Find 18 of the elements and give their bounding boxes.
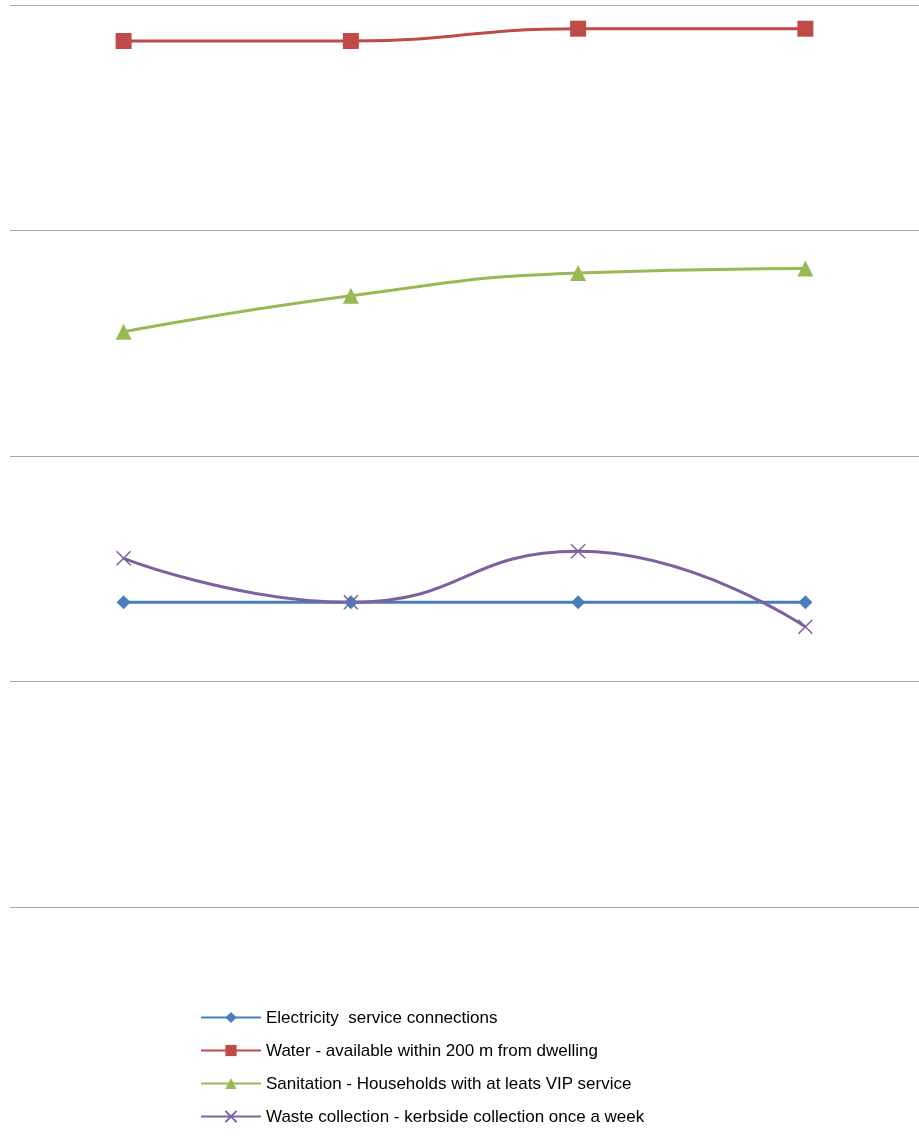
point — [570, 20, 587, 37]
point — [570, 264, 587, 281]
point — [797, 20, 814, 37]
point — [797, 260, 814, 277]
point — [571, 595, 586, 610]
point — [797, 619, 814, 635]
legend-label: Water - available within 200 m from dwelling — [266, 1041, 598, 1060]
legend-label: Electricity service connections — [266, 1008, 498, 1027]
point — [115, 550, 132, 567]
point — [342, 33, 359, 50]
point — [342, 287, 359, 304]
point — [570, 543, 586, 560]
point — [115, 323, 132, 340]
point — [798, 595, 813, 610]
legend-label: Sanitation - Households with at leats VIP service — [266, 1074, 632, 1093]
legend-label: Waste collection - kerbside collection once a week — [266, 1107, 645, 1126]
point — [116, 595, 131, 610]
point — [115, 33, 132, 50]
